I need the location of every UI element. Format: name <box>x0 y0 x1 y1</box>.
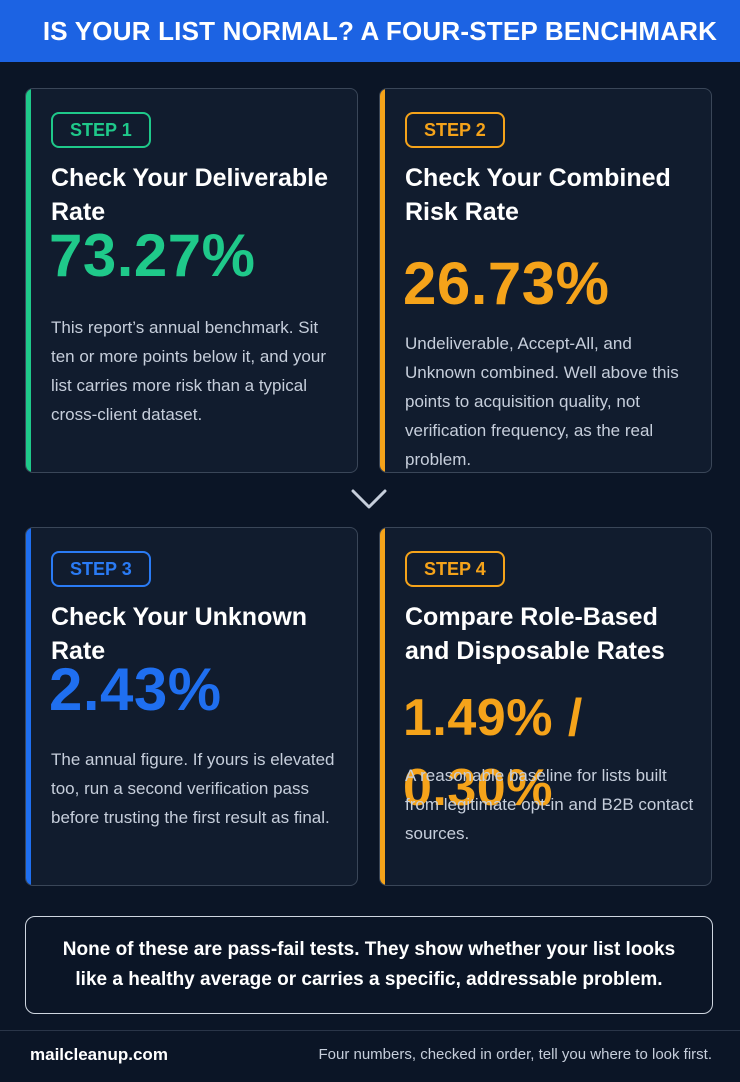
step-value: 73.27% <box>49 222 256 289</box>
step-card-1: STEP 1 Check Your Deliverable Rate 73.27… <box>25 88 358 473</box>
step-title: Check Your Combined Risk Rate <box>405 164 671 226</box>
footer-tagline: Four numbers, checked in order, tell you… <box>318 1046 712 1063</box>
step-badge: STEP 3 <box>51 551 151 587</box>
step-description: The annual figure. If yours is elevated … <box>51 750 335 827</box>
step-card-3: STEP 3 Check Your Unknown Rate 2.43% The… <box>25 527 358 886</box>
footer-site-link[interactable]: mailcleanup.com <box>30 1045 168 1064</box>
step-title: Check Your Deliverable Rate <box>51 164 328 226</box>
step-description: This report’s annual benchmark. Sit ten … <box>51 318 326 424</box>
step-title: Compare Role-Based and Disposable Rates <box>405 603 665 665</box>
step-value: 1.49% / 0.30% <box>403 689 583 817</box>
accent-bar <box>380 89 385 472</box>
step-card-4: STEP 4 Compare Role-Based and Disposable… <box>379 527 712 886</box>
summary-note: None of these are pass-fail tests. They … <box>25 916 713 1014</box>
page-title: IS YOUR LIST NORMAL? A FOUR-STEP BENCHMA… <box>42 15 718 46</box>
step-value: 2.43% <box>49 656 222 723</box>
accent-bar <box>26 528 31 885</box>
step-description: A reasonable baseline for lists built fr… <box>405 766 694 843</box>
chevron-down-icon <box>351 489 387 509</box>
accent-bar <box>26 89 31 472</box>
step-title: Check Your Unknown Rate <box>51 603 308 665</box>
step-value: 26.73% <box>403 250 610 317</box>
step-description: Undeliverable, Accept-All, and Unknown c… <box>405 334 679 469</box>
step-card-2: STEP 2 Check Your Combined Risk Rate 26.… <box>379 88 712 473</box>
accent-bar <box>380 528 385 885</box>
step-badge: STEP 2 <box>405 112 505 148</box>
step-badge: STEP 1 <box>51 112 151 148</box>
footer-divider <box>0 1030 740 1031</box>
header-banner: IS YOUR LIST NORMAL? A FOUR-STEP BENCHMA… <box>0 0 740 62</box>
step-badge: STEP 4 <box>405 551 505 587</box>
